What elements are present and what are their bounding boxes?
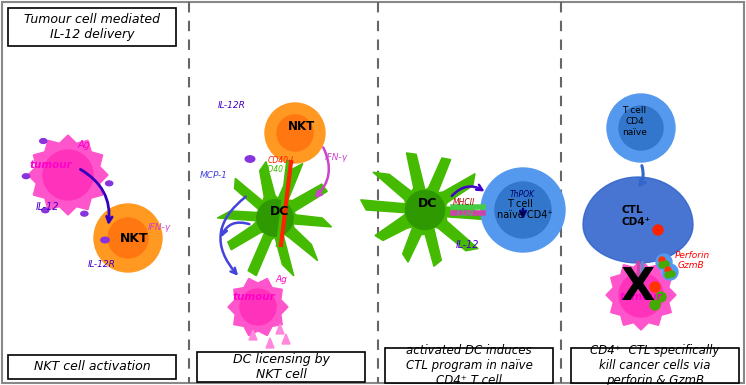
Text: CD4: CD4 — [626, 117, 645, 126]
Text: CTL: CTL — [621, 205, 642, 215]
Circle shape — [240, 289, 276, 325]
Circle shape — [257, 200, 293, 236]
Circle shape — [663, 261, 669, 267]
Polygon shape — [276, 324, 284, 334]
Circle shape — [665, 267, 671, 273]
Text: naïve CD4⁺: naïve CD4⁺ — [497, 210, 553, 220]
Circle shape — [265, 103, 325, 163]
Text: DC: DC — [270, 205, 289, 218]
Text: activated DC induces
CTL program in naïve
CD4⁺ T cell: activated DC induces CTL program in naïv… — [406, 344, 533, 385]
Text: DC licensing by
NKT cell: DC licensing by NKT cell — [233, 353, 330, 381]
Polygon shape — [606, 260, 676, 330]
Circle shape — [495, 182, 551, 238]
Circle shape — [94, 204, 162, 272]
Text: IL-12R: IL-12R — [218, 101, 246, 110]
Ellipse shape — [106, 181, 113, 186]
Circle shape — [656, 254, 672, 270]
Circle shape — [277, 115, 313, 151]
Ellipse shape — [22, 174, 30, 179]
Polygon shape — [282, 334, 290, 344]
Text: NKT: NKT — [288, 120, 316, 133]
Circle shape — [659, 262, 665, 268]
Text: tumour: tumour — [233, 292, 276, 302]
Circle shape — [650, 282, 660, 292]
Text: IL-12: IL-12 — [36, 202, 60, 212]
Text: tumour: tumour — [620, 292, 662, 302]
Text: MHCII: MHCII — [453, 198, 475, 207]
Text: CD4: CD4 — [457, 209, 474, 218]
Text: Ag: Ag — [275, 275, 287, 284]
Text: Ag: Ag — [78, 140, 91, 150]
Ellipse shape — [40, 139, 47, 144]
Text: NKT cell activation: NKT cell activation — [34, 360, 150, 373]
Text: CD40-L: CD40-L — [268, 156, 296, 165]
Circle shape — [406, 191, 445, 229]
Text: naïve: naïve — [622, 128, 647, 137]
Circle shape — [650, 300, 660, 310]
Text: T cell: T cell — [507, 199, 533, 209]
Text: GzmB: GzmB — [678, 261, 705, 270]
Text: CD4⁺  CTL specifically
kill cancer cells via
perforin & GzmB: CD4⁺ CTL specifically kill cancer cells … — [590, 344, 720, 385]
Text: IFN-γ: IFN-γ — [148, 223, 171, 232]
Text: Perforin: Perforin — [675, 251, 710, 260]
Circle shape — [607, 94, 675, 162]
Ellipse shape — [245, 156, 255, 162]
Text: tumour: tumour — [30, 160, 73, 170]
Circle shape — [665, 272, 671, 278]
FancyBboxPatch shape — [385, 348, 553, 383]
Polygon shape — [266, 338, 274, 348]
Polygon shape — [217, 162, 331, 276]
Text: IL-12R: IL-12R — [88, 260, 116, 269]
Text: CD40: CD40 — [263, 165, 284, 174]
Polygon shape — [249, 330, 257, 340]
Polygon shape — [28, 135, 108, 215]
Ellipse shape — [81, 211, 88, 216]
Text: Tumour cell mediated
IL-12 delivery: Tumour cell mediated IL-12 delivery — [24, 13, 160, 41]
Polygon shape — [583, 177, 693, 263]
Text: MCP-1: MCP-1 — [200, 171, 228, 180]
Circle shape — [108, 218, 148, 258]
Text: T cell: T cell — [622, 106, 646, 115]
Circle shape — [619, 273, 663, 317]
Text: CD4⁺: CD4⁺ — [621, 217, 650, 227]
Circle shape — [481, 168, 565, 252]
Polygon shape — [361, 153, 486, 266]
FancyBboxPatch shape — [8, 8, 176, 46]
Ellipse shape — [42, 208, 49, 213]
Circle shape — [659, 257, 665, 263]
Circle shape — [656, 292, 666, 302]
FancyBboxPatch shape — [571, 348, 739, 383]
FancyBboxPatch shape — [197, 352, 365, 382]
Circle shape — [662, 264, 678, 280]
Circle shape — [653, 225, 663, 235]
Text: NKT: NKT — [120, 232, 148, 245]
Polygon shape — [228, 278, 288, 336]
Text: IL-12: IL-12 — [456, 240, 480, 250]
FancyBboxPatch shape — [8, 355, 176, 379]
Text: X: X — [620, 266, 654, 309]
Circle shape — [669, 271, 675, 277]
Text: ThPOK: ThPOK — [510, 190, 535, 199]
Text: IFN-γ: IFN-γ — [325, 153, 348, 162]
Circle shape — [43, 150, 93, 200]
Ellipse shape — [101, 237, 109, 243]
Text: DC: DC — [418, 197, 437, 210]
Circle shape — [619, 106, 663, 150]
